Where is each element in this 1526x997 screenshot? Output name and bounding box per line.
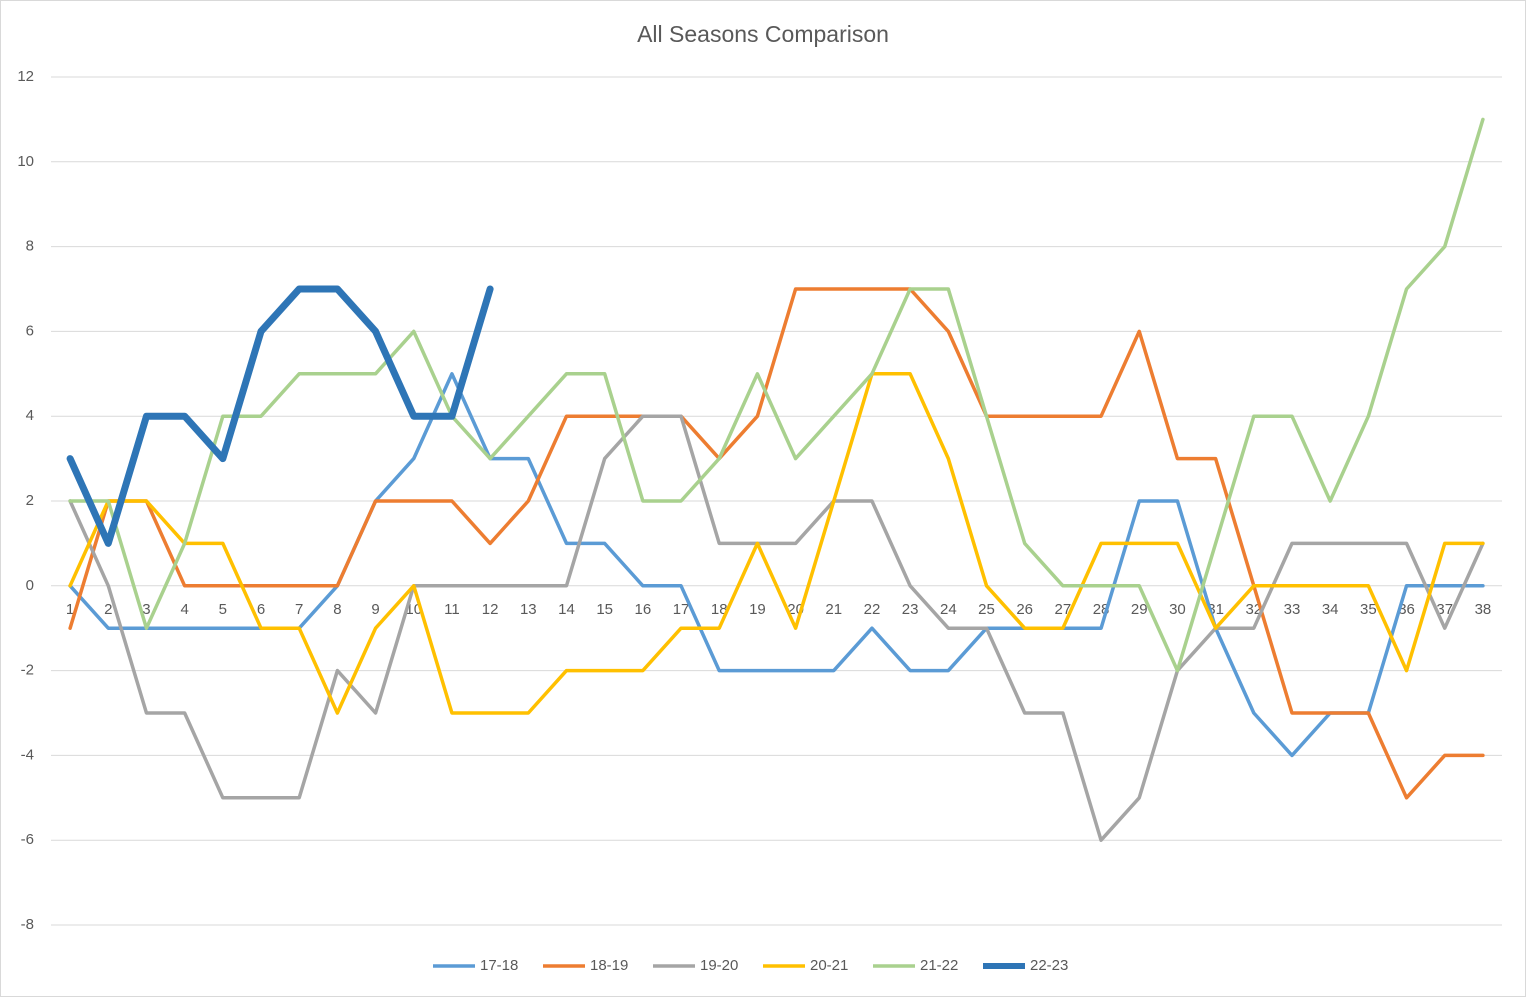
x-tick-label: 22 bbox=[864, 601, 881, 618]
legend-label: 18-19 bbox=[590, 957, 628, 974]
x-tick-label: 17 bbox=[673, 601, 690, 618]
x-tick-label: 37 bbox=[1436, 601, 1453, 618]
y-tick-label: -4 bbox=[21, 746, 34, 763]
x-tick-label: 12 bbox=[482, 601, 499, 618]
series-line bbox=[68, 287, 1485, 800]
x-tick-label: 24 bbox=[940, 601, 957, 618]
y-tick-label: 10 bbox=[17, 153, 34, 170]
x-tick-label: 8 bbox=[333, 601, 341, 618]
y-tick-label: 4 bbox=[26, 407, 34, 424]
x-tick-label: 14 bbox=[558, 601, 575, 618]
y-tick-label: 8 bbox=[26, 238, 34, 255]
legend-label: 20-21 bbox=[810, 957, 848, 974]
x-tick-label: 23 bbox=[902, 601, 919, 618]
chart-title: All Seasons Comparison bbox=[637, 21, 889, 47]
x-tick-label: 2 bbox=[104, 601, 112, 618]
y-tick-label: 12 bbox=[17, 68, 34, 85]
legend-label: 19-20 bbox=[700, 957, 738, 974]
y-tick-label: -2 bbox=[21, 662, 34, 679]
legend-label: 17-18 bbox=[480, 957, 518, 974]
legend-label: 21-22 bbox=[920, 957, 958, 974]
y-tick-label: 2 bbox=[26, 492, 34, 509]
x-tick-label: 13 bbox=[520, 601, 537, 618]
x-tick-label: 19 bbox=[749, 601, 766, 618]
x-tick-label: 11 bbox=[444, 601, 460, 618]
x-tick-label: 34 bbox=[1322, 601, 1339, 618]
x-tick-label: 27 bbox=[1055, 601, 1072, 618]
x-tick-label: 35 bbox=[1360, 601, 1377, 618]
x-tick-label: 26 bbox=[1016, 601, 1033, 618]
x-tick-label: 7 bbox=[295, 601, 303, 618]
x-tick-label: 21 bbox=[825, 601, 842, 618]
series-line bbox=[68, 414, 1485, 842]
x-tick-label: 9 bbox=[371, 601, 379, 618]
x-tick-label: 15 bbox=[596, 601, 613, 618]
legend-label: 22-23 bbox=[1030, 957, 1068, 974]
x-tick-label: 25 bbox=[978, 601, 995, 618]
x-tick-label: 30 bbox=[1169, 601, 1186, 618]
x-tick-label: 3 bbox=[142, 601, 150, 618]
y-tick-label: -6 bbox=[21, 831, 34, 848]
y-tick-label: -8 bbox=[21, 916, 34, 933]
x-tick-label: 18 bbox=[711, 601, 728, 618]
y-tick-label: 6 bbox=[26, 322, 34, 339]
y-tick-label: 0 bbox=[26, 577, 34, 594]
x-tick-label: 38 bbox=[1475, 601, 1492, 618]
x-tick-label: 5 bbox=[219, 601, 227, 618]
x-tick-label: 29 bbox=[1131, 601, 1148, 618]
x-tick-label: 16 bbox=[635, 601, 652, 618]
x-tick-label: 4 bbox=[180, 601, 188, 618]
x-tick-label: 1 bbox=[66, 601, 74, 618]
series-line bbox=[68, 372, 1485, 715]
x-tick-label: 33 bbox=[1284, 601, 1301, 618]
series-line bbox=[66, 285, 494, 547]
series-line bbox=[68, 372, 1485, 758]
x-tick-label: 6 bbox=[257, 601, 265, 618]
series-line bbox=[68, 117, 1485, 673]
